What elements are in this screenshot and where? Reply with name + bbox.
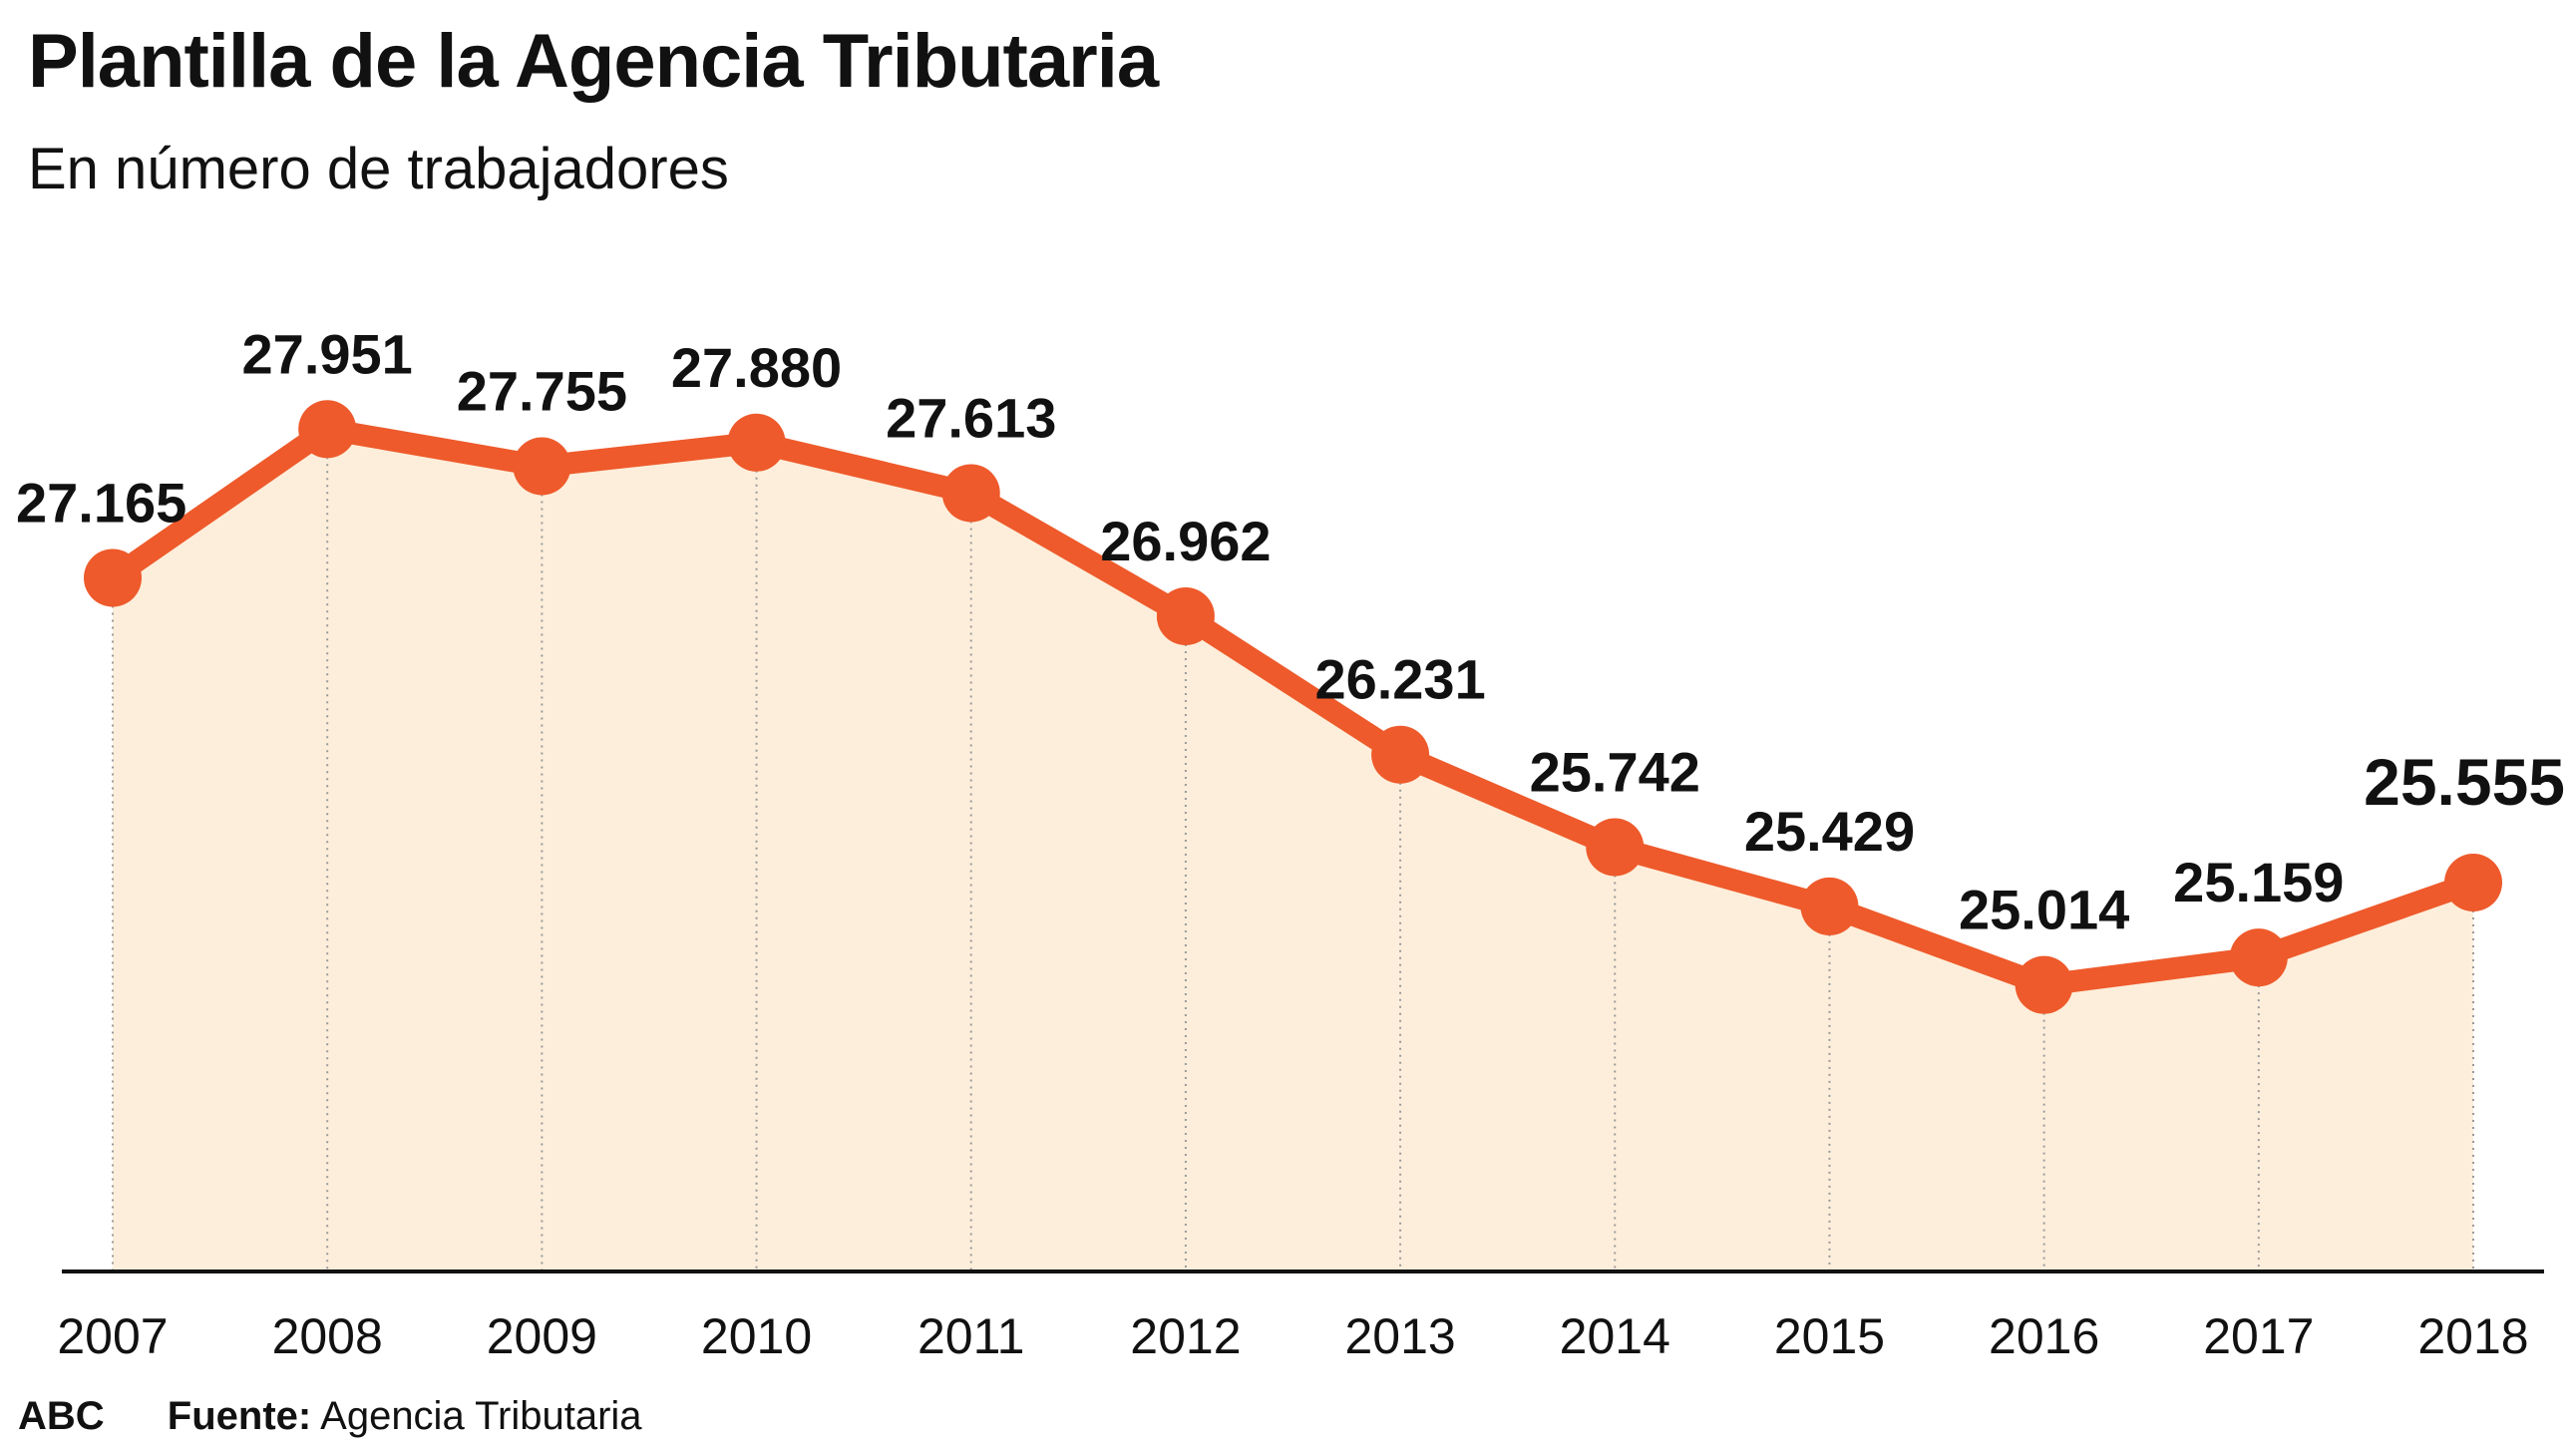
x-tick-label-2017: 2017	[2203, 1308, 2314, 1364]
data-label-2008: 27.951	[242, 322, 413, 385]
data-point-2013	[1371, 725, 1430, 784]
data-point-2016	[2015, 955, 2073, 1014]
data-point-2010	[727, 413, 786, 472]
data-points-layer	[84, 400, 2502, 1014]
data-label-2007: 27.165	[16, 471, 186, 534]
chart-subtitle: En número de trabajadores	[28, 137, 729, 201]
data-label-2016: 25.014	[1959, 879, 2129, 941]
x-tick-label-2011: 2011	[918, 1308, 1025, 1364]
x-tick-label-2010: 2010	[701, 1308, 812, 1364]
x-tick-label-2009: 2009	[487, 1308, 597, 1364]
chart-title: Plantilla de la Agencia Tributaria	[28, 19, 1159, 104]
x-tick-label-2015: 2015	[1774, 1308, 1885, 1364]
series-line	[102, 418, 2484, 996]
area-fill-layer	[113, 429, 2473, 1272]
data-point-2009	[513, 437, 571, 496]
data-label-2010: 27.880	[671, 336, 842, 399]
data-label-2014: 25.742	[1530, 741, 1700, 804]
data-point-2007	[84, 548, 142, 607]
x-tick-label-2007: 2007	[57, 1308, 168, 1364]
data-labels-layer: 27.165 27.951 27.755 27.880 27.613 26.962 26.2…	[16, 322, 2565, 940]
brand-name: ABC	[18, 1394, 105, 1438]
x-tick-label-2008: 2008	[272, 1308, 383, 1364]
data-label-2018: 25.555	[2364, 745, 2565, 819]
source-label: Fuente:	[167, 1394, 312, 1438]
x-tick-label-2012: 2012	[1130, 1308, 1241, 1364]
x-tick-labels-layer: 2007 2008 2009 2010 2011 2012 2013 2014 2015 2016…	[57, 1308, 2528, 1364]
data-label-2015: 25.429	[1744, 800, 1915, 863]
data-point-2012	[1156, 586, 1215, 645]
series-line-layer	[102, 418, 2484, 996]
data-label-2013: 26.231	[1314, 648, 1485, 711]
data-point-2008	[298, 400, 357, 459]
guide-lines-layer	[112, 429, 2474, 1271]
x-tick-label-2016: 2016	[1989, 1308, 2099, 1364]
data-label-2011: 27.613	[886, 386, 1056, 449]
footer: ABC Fuente: Agencia Tributaria	[18, 1394, 642, 1439]
x-tick-label-2013: 2013	[1344, 1308, 1455, 1364]
data-point-2017	[2229, 928, 2288, 987]
source-value: Agencia Tributaria	[311, 1394, 642, 1438]
area-fill	[113, 429, 2473, 1272]
x-tick-label-2014: 2014	[1560, 1308, 1670, 1364]
data-label-2012: 26.962	[1100, 510, 1271, 572]
data-point-2011	[941, 464, 1000, 523]
data-point-2014	[1586, 818, 1645, 877]
data-label-2017: 25.159	[2173, 851, 2344, 913]
data-label-2009: 27.755	[457, 359, 627, 422]
x-tick-label-2018: 2018	[2417, 1308, 2528, 1364]
data-point-2018	[2444, 854, 2502, 912]
data-point-2015	[1800, 877, 1859, 935]
